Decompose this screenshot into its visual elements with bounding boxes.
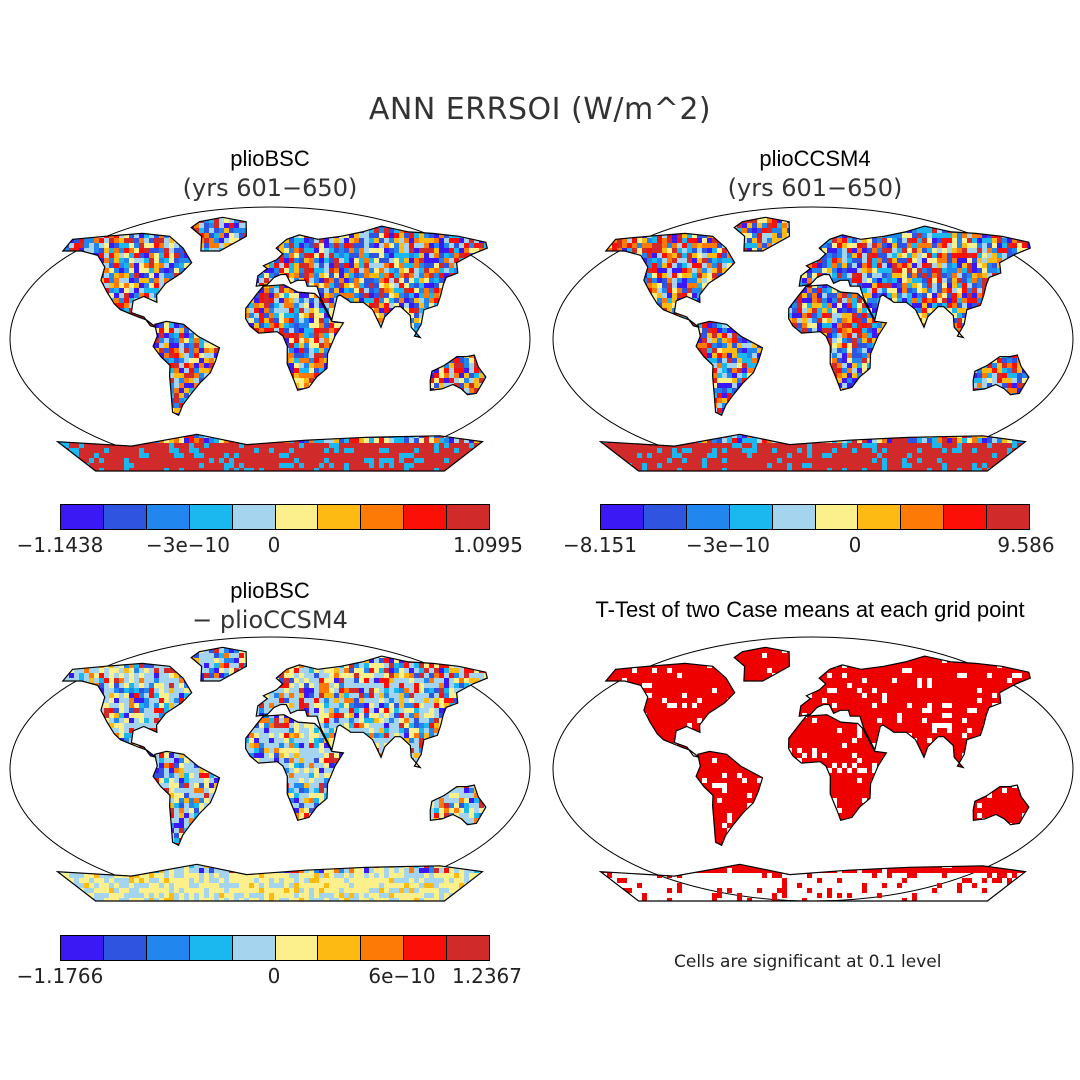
- coastline: [152, 320, 221, 417]
- panel-2-tick: −3e−10: [686, 533, 770, 557]
- colorbar-swatch: [189, 936, 233, 960]
- panel-3-tick: 0: [268, 964, 281, 988]
- panel-2-tick: −8.151: [563, 533, 637, 557]
- coastline: [244, 284, 345, 392]
- colorbar-swatch: [987, 505, 1030, 529]
- coastline: [972, 784, 1030, 826]
- coastline: [255, 225, 489, 339]
- panel-3-tick: −1.1766: [17, 964, 104, 988]
- coastline: [244, 714, 345, 822]
- panel-1-tick: 0: [268, 533, 281, 557]
- panel-1-title: plioBSC: [50, 146, 490, 172]
- panel-3-map: [9, 636, 531, 902]
- coastline: [190, 646, 248, 682]
- colorbar-swatch: [232, 936, 276, 960]
- panel-1-tick: −1.1438: [17, 533, 104, 557]
- panel-2-title: plioCCSM4: [595, 146, 1035, 172]
- coastline: [598, 863, 1027, 902]
- panel-3-tick: 6e−10: [368, 964, 435, 988]
- coastline: [733, 646, 791, 682]
- colorbar-swatch: [901, 505, 945, 529]
- coastline: [61, 232, 193, 328]
- coastline: [255, 655, 489, 769]
- colorbar-swatch: [361, 936, 405, 960]
- panel-1-tick: −3e−10: [146, 533, 230, 557]
- coastline: [972, 354, 1030, 396]
- panel-2-tick: 9.586: [997, 533, 1054, 557]
- coastline: [695, 750, 764, 847]
- colorbar-swatch: [232, 505, 276, 529]
- panel-4-map: [552, 636, 1074, 902]
- coastline: [695, 320, 764, 417]
- coastline: [787, 714, 888, 822]
- panel-2-subtitle: (yrs 601−650): [595, 174, 1035, 202]
- colorbar-swatch: [103, 505, 147, 529]
- coastline: [152, 750, 221, 847]
- panel-3-title: plioBSC: [50, 578, 490, 604]
- colorbar-swatch: [601, 505, 644, 529]
- panel-2-map: [552, 206, 1074, 472]
- colorbar-swatch: [447, 505, 490, 529]
- colorbar-swatch: [103, 936, 147, 960]
- coastline: [61, 662, 193, 758]
- coastline: [798, 655, 1032, 769]
- panel-3-tick: 1.2367: [452, 964, 522, 988]
- coastline: [733, 216, 791, 252]
- coastline: [787, 284, 888, 392]
- panel-3-subtitle: − plioCCSM4: [50, 606, 490, 634]
- colorbar-swatch: [275, 505, 319, 529]
- colorbar-swatch: [318, 505, 362, 529]
- colorbar-swatch: [404, 936, 448, 960]
- colorbar-swatch: [318, 936, 362, 960]
- panel-1-colorbar: [60, 504, 490, 530]
- panel-3-colorbar: [60, 935, 490, 961]
- coastline: [429, 784, 487, 826]
- coastline: [55, 863, 484, 902]
- coastline: [598, 433, 1027, 472]
- coastline: [429, 354, 487, 396]
- panel-1-subtitle: (yrs 601−650): [50, 174, 490, 202]
- colorbar-swatch: [686, 505, 730, 529]
- colorbar-swatch: [361, 505, 405, 529]
- colorbar-swatch: [61, 505, 104, 529]
- panel-4-note: Cells are significant at 0.1 level: [674, 952, 941, 972]
- coastline: [604, 662, 736, 758]
- colorbar-swatch: [146, 505, 190, 529]
- colorbar-swatch: [643, 505, 687, 529]
- panel-2-colorbar: [600, 504, 1030, 530]
- panel-1-tick: 1.0995: [453, 533, 523, 557]
- coastline: [798, 225, 1032, 339]
- colorbar-swatch: [729, 505, 773, 529]
- colorbar-swatch: [858, 505, 902, 529]
- colorbar-swatch: [61, 936, 104, 960]
- colorbar-swatch: [275, 936, 319, 960]
- panel-1-map: [9, 206, 531, 472]
- coastline: [604, 232, 736, 328]
- colorbar-swatch: [815, 505, 859, 529]
- panel-4-title: T-Test of two Case means at each grid po…: [545, 597, 1075, 623]
- coastline: [190, 216, 248, 252]
- colorbar-swatch: [146, 936, 190, 960]
- colorbar-swatch: [404, 505, 448, 529]
- colorbar-swatch: [772, 505, 816, 529]
- coastline: [55, 433, 484, 472]
- figure-title: ANN ERRSOI (W/m^2): [0, 92, 1080, 127]
- colorbar-swatch: [447, 936, 490, 960]
- colorbar-swatch: [189, 505, 233, 529]
- panel-2-tick: 0: [849, 533, 862, 557]
- colorbar-swatch: [944, 505, 988, 529]
